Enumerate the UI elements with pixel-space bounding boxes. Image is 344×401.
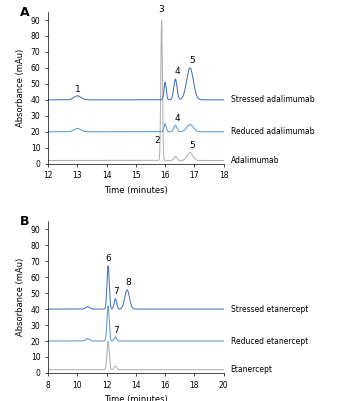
- X-axis label: Time (minutes): Time (minutes): [104, 186, 168, 195]
- Text: 8: 8: [125, 278, 131, 287]
- Text: Adalimumab: Adalimumab: [230, 156, 279, 165]
- Text: B: B: [20, 215, 30, 228]
- Text: 5: 5: [190, 56, 195, 65]
- Text: 2: 2: [154, 136, 160, 145]
- X-axis label: Time (minutes): Time (minutes): [104, 395, 168, 401]
- Text: 7: 7: [113, 287, 119, 296]
- Text: 4: 4: [175, 67, 180, 76]
- Text: 1: 1: [75, 85, 80, 94]
- Text: Reduced adalimumab: Reduced adalimumab: [230, 127, 314, 136]
- Text: 4: 4: [175, 114, 180, 123]
- Text: A: A: [20, 6, 30, 19]
- Y-axis label: Absorbance (mAu): Absorbance (mAu): [16, 49, 25, 127]
- Y-axis label: Absorbance (mAu): Absorbance (mAu): [16, 258, 25, 336]
- Text: 7: 7: [113, 326, 119, 335]
- Text: Reduced etanercept: Reduced etanercept: [230, 336, 308, 346]
- Text: 3: 3: [159, 5, 164, 14]
- Text: Etanercept: Etanercept: [230, 365, 272, 374]
- Text: Stressed adalimumab: Stressed adalimumab: [230, 95, 314, 104]
- Text: 5: 5: [190, 141, 195, 150]
- Text: Stressed etanercept: Stressed etanercept: [230, 305, 308, 314]
- Text: 6: 6: [105, 254, 111, 263]
